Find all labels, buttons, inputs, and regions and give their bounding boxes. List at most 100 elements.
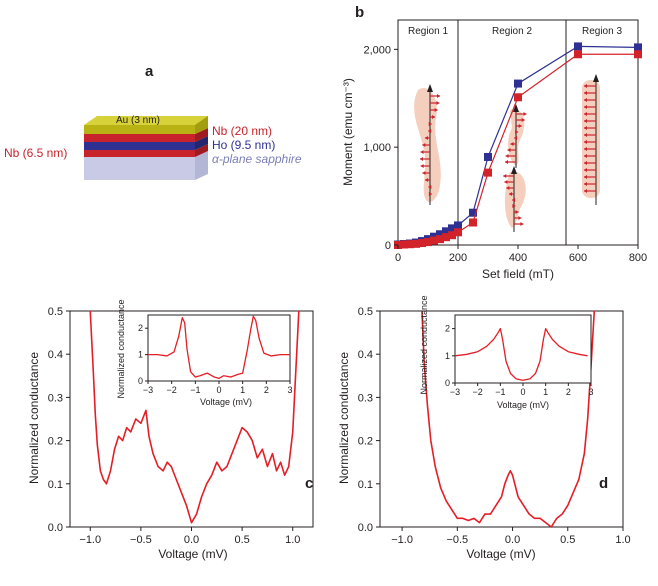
spin-blob-region-2b — [504, 171, 526, 228]
layer-ho-side — [195, 136, 208, 150]
spin-arrowhead — [584, 133, 587, 137]
panel-c-inset-line — [148, 315, 290, 380]
layer-ho-front — [84, 142, 195, 150]
panel-c-inset-ytick-label: 0 — [138, 376, 143, 386]
panel-d-inset-xtick-label: 1 — [543, 387, 548, 397]
panel-c-xtick-label: 0.0 — [184, 534, 199, 546]
spin-arrowhead — [420, 150, 424, 154]
panel-d-inset-xtick-label: 2 — [566, 387, 571, 397]
panel-d-xtick-label: 0.5 — [560, 534, 575, 546]
layer-au-surface — [84, 116, 208, 125]
panel-c-inset-frame — [147, 314, 291, 382]
spin-arrowhead — [584, 119, 587, 123]
spin-arrowhead — [584, 161, 587, 165]
panel-d-inset-xtick-label: 0 — [520, 387, 525, 397]
panel-d-inset-frame — [454, 314, 592, 384]
panel-b-region-label: Region 1 — [408, 26, 448, 37]
panel-c-inset-xlabel: Voltage (mV) — [200, 397, 252, 407]
spin-axis-arrowhead-region-2a — [513, 104, 519, 112]
spin-arrows-region-3 — [584, 84, 596, 193]
spin-arrowhead — [428, 192, 432, 196]
panel-b-marker-blue — [514, 79, 522, 88]
panel-c-inset-xtick-label: −3 — [143, 385, 153, 395]
layer-sapphire-label: α-plane sapphire — [212, 152, 302, 166]
spin-arrowhead — [512, 198, 516, 202]
panel-b-ytick-label: 2,000 — [363, 44, 391, 56]
panel-b-marker-red — [436, 235, 444, 244]
spin-arrowhead — [422, 171, 426, 175]
layer-au-side — [195, 116, 208, 134]
spin-axis-arrowhead-region-2b — [511, 166, 517, 174]
panel-d-inset-xtick-label: −1 — [495, 387, 505, 397]
panel-d-inset-xtick-label: −2 — [473, 387, 483, 397]
panel-b-marker-blue — [442, 227, 450, 236]
spin-arrowhead — [584, 98, 587, 102]
panel-d-inset-xtick-label: −3 — [450, 387, 460, 397]
spin-arrowhead — [437, 94, 440, 98]
panel-b-regions: Region 1 Region 2 Region 3 — [408, 20, 622, 245]
panel-b-marker-red — [634, 50, 642, 59]
panel-b-spin-diagrams — [414, 74, 600, 232]
panel-d-ytick-label: 0.4 — [358, 349, 373, 361]
panel-b-xtick-label: 800 — [629, 252, 647, 264]
spin-arrowhead — [431, 115, 435, 119]
panel-d-xtick-label: 0.0 — [505, 534, 520, 546]
panel-b-ytick-label: 1,000 — [363, 142, 391, 154]
spin-arrowhead — [518, 124, 522, 128]
panel-b-marker-blue — [469, 208, 477, 217]
spin-arrowhead — [510, 142, 514, 146]
panel-d-inset-xtick-label: 3 — [588, 387, 593, 397]
spin-arrowhead — [515, 210, 519, 214]
spin-arrowhead — [584, 105, 587, 109]
panel-b-marker-red — [418, 239, 426, 248]
panel-c-xtick-label: 1.0 — [285, 534, 300, 546]
panel-d-inset-ylabel: Normalized conductance — [419, 295, 429, 394]
panel-b-marker-red — [442, 233, 450, 242]
panel-d-line — [421, 310, 596, 528]
spin-arrowhead — [521, 118, 525, 122]
panel-d-xtick-label: −1.0 — [391, 534, 413, 546]
panel-d-axes: −1.0 −0.5 0.0 0.5 1.0 0.0 0.1 0.2 0.3 0.4 0.5 — [358, 306, 631, 546]
panel-b-region-label: Region 3 — [582, 26, 622, 37]
panel-c-ylabel: Normalized conductance — [27, 352, 41, 484]
panel-c-ytick-label: 0.1 — [48, 479, 63, 491]
panel-b-marker-blue — [448, 224, 456, 233]
spin-blob-region-3 — [582, 80, 600, 198]
panel-b-region-label: Region 2 — [492, 26, 532, 37]
spin-arrowhead — [584, 175, 587, 179]
panel-b-xlabel: Set field (mT) — [482, 267, 554, 281]
panel-b-marker-red — [412, 239, 420, 248]
panel-b-marker-blue — [436, 230, 444, 239]
spin-arrowhead — [512, 204, 516, 208]
panel-c-ytick-label: 0.5 — [48, 306, 63, 318]
spin-arrowhead — [515, 130, 519, 134]
panel-d-frame — [379, 310, 624, 528]
panel-b-xtick-label: 400 — [509, 252, 527, 264]
panel-c-inset-ytick-label: 2 — [138, 323, 143, 333]
spin-arrowhead — [584, 112, 587, 116]
panel-a-letter: a — [145, 63, 154, 80]
spin-arrowhead — [518, 216, 522, 220]
spin-arrowhead — [584, 147, 587, 151]
panel-b-marker-red — [406, 240, 414, 249]
spin-arrowhead — [507, 148, 511, 152]
panel-c-xtick-label: −1.0 — [79, 534, 101, 546]
panel-b-letter: b — [355, 4, 364, 21]
layer-sapphire-front — [84, 157, 195, 180]
panel-c: −1.0 −0.5 0.0 0.5 1.0 0.0 0.1 0.2 0.3 0.4 0.5 c Vo… — [27, 299, 314, 561]
spin-arrowhead — [420, 157, 424, 161]
panel-b-marker-red — [514, 93, 522, 102]
spin-arrows-region-2 — [503, 112, 527, 226]
spin-arrowhead — [523, 112, 527, 116]
panel-d-xlabel: Voltage (mV) — [466, 547, 535, 561]
panel-d-inset-ytick-label: 0 — [445, 378, 450, 388]
layer-nb-top-label: Nb (20 nm) — [212, 124, 272, 138]
layer-au-label: Au (3 nm) — [116, 115, 160, 126]
panel-b-xtick-label: 600 — [569, 252, 587, 264]
spin-arrowhead — [584, 189, 587, 193]
layer-au-front — [84, 125, 195, 134]
spin-arrowhead — [509, 192, 513, 196]
spin-arrowhead — [584, 154, 587, 158]
panel-b-marker-blue — [484, 152, 492, 161]
panel-b-marker-blue — [454, 221, 462, 230]
